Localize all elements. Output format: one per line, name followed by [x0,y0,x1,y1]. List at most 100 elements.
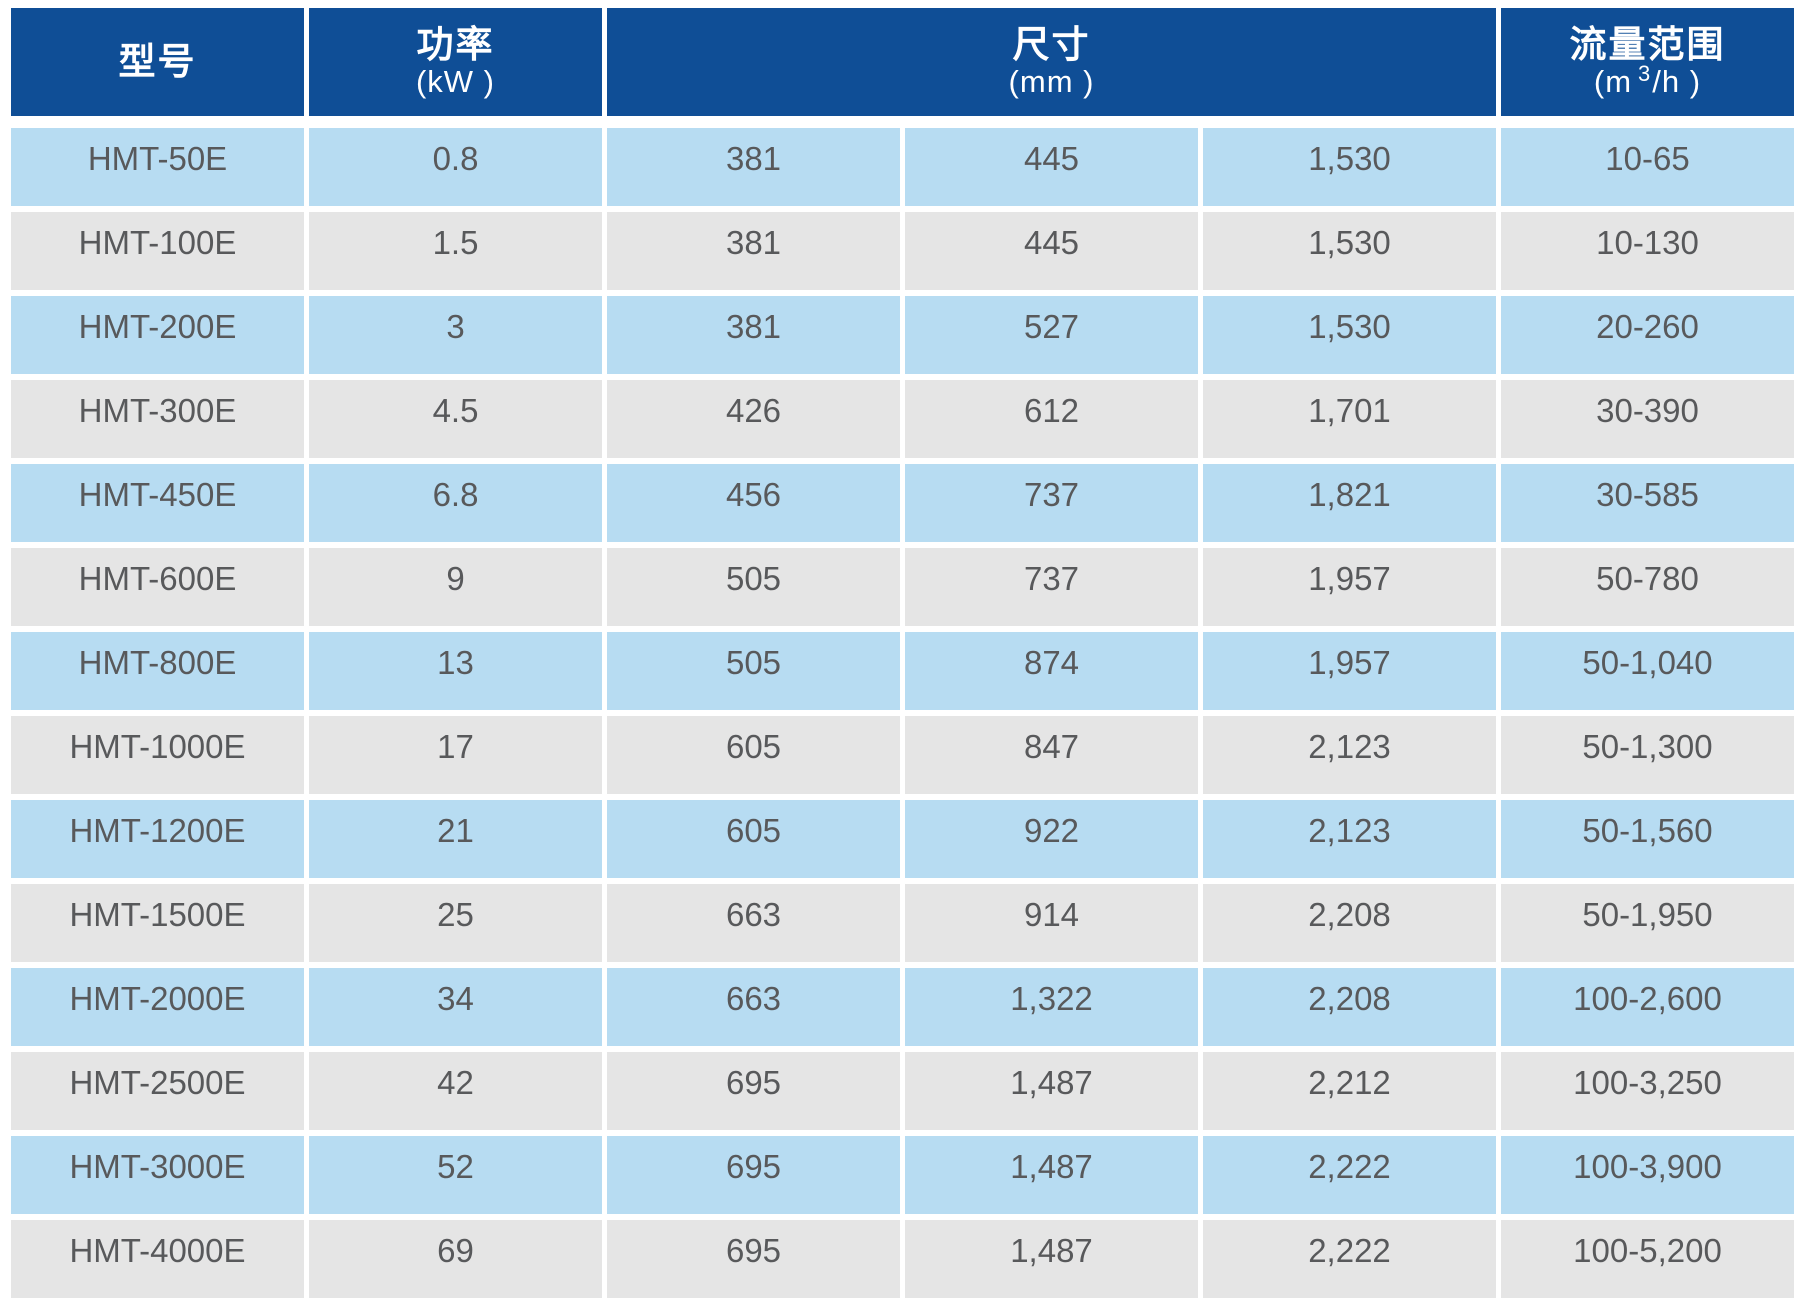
dim-depth-cell: 612 [905,380,1198,458]
dim-height-cell: 2,208 [1203,968,1496,1046]
power-cell: 4.5 [309,380,602,458]
flow-range-cell: 10-65 [1501,128,1794,206]
power-cell: 9 [309,548,602,626]
flow-range-cell: 30-585 [1501,464,1794,542]
flow-range-cell: 50-1,300 [1501,716,1794,794]
flow-range-cell: 50-1,040 [1501,632,1794,710]
header-model: 型号 [11,8,304,116]
dim-width-cell: 381 [607,296,900,374]
dim-width-cell: 695 [607,1220,900,1298]
power-cell: 17 [309,716,602,794]
dim-height-cell: 1,530 [1203,128,1496,206]
power-cell: 13 [309,632,602,710]
model-cell: HMT-100E [11,212,304,290]
dim-width-cell: 605 [607,716,900,794]
flow-range-cell: 30-390 [1501,380,1794,458]
dim-depth-cell: 874 [905,632,1198,710]
power-cell: 1.5 [309,212,602,290]
power-cell: 52 [309,1136,602,1214]
dim-width-cell: 695 [607,1052,900,1130]
dim-height-cell: 1,530 [1203,296,1496,374]
flow-range-cell: 100-2,600 [1501,968,1794,1046]
table-header: 型号 功率 (kW ) 尺寸 (mm ) 流量范围 (m 3/h ) [11,8,1794,116]
dim-depth-cell: 922 [905,800,1198,878]
model-cell: HMT-1200E [11,800,304,878]
power-cell: 3 [309,296,602,374]
dim-depth-cell: 1,487 [905,1220,1198,1298]
dim-height-cell: 1,701 [1203,380,1496,458]
dim-height-cell: 2,222 [1203,1220,1496,1298]
dim-depth-cell: 445 [905,212,1198,290]
dim-width-cell: 505 [607,548,900,626]
dim-height-cell: 2,212 [1203,1052,1496,1130]
dim-depth-cell: 1,487 [905,1136,1198,1214]
dim-depth-cell: 1,322 [905,968,1198,1046]
power-cell: 34 [309,968,602,1046]
model-cell: HMT-1500E [11,884,304,962]
flow-unit-suffix: /h ) [1652,64,1702,100]
dim-height-cell: 2,208 [1203,884,1496,962]
dim-depth-cell: 527 [905,296,1198,374]
header-flow-range-title: 流量范围 [1569,23,1726,65]
dim-depth-cell: 914 [905,884,1198,962]
flow-range-cell: 10-130 [1501,212,1794,290]
dim-width-cell: 381 [607,212,900,290]
dim-depth-cell: 737 [905,464,1198,542]
header-power: 功率 (kW ) [309,8,602,116]
dim-height-cell: 1,957 [1203,548,1496,626]
dim-width-cell: 695 [607,1136,900,1214]
dim-width-cell: 505 [607,632,900,710]
power-cell: 42 [309,1052,602,1130]
table-body: HMT-50E 0.8 381 445 1,530 10-65 HMT-100E 1.5 381… [11,128,1794,1298]
model-cell: HMT-4000E [11,1220,304,1298]
header-flow-range-unit: (m 3/h ) [1593,63,1702,100]
header-flow-range: 流量范围 (m 3/h ) [1501,8,1794,116]
model-cell: HMT-2000E [11,968,304,1046]
power-cell: 25 [309,884,602,962]
model-cell: HMT-2500E [11,1052,304,1130]
model-cell: HMT-800E [11,632,304,710]
dim-depth-cell: 445 [905,128,1198,206]
header-dimensions-title: 尺寸 [1012,23,1091,65]
dim-height-cell: 1,530 [1203,212,1496,290]
flow-unit-prefix: (m [1593,64,1633,100]
header-power-unit: (kW ) [415,64,496,100]
power-cell: 69 [309,1220,602,1298]
flow-range-cell: 20-260 [1501,296,1794,374]
dim-height-cell: 1,821 [1203,464,1496,542]
model-cell: HMT-1000E [11,716,304,794]
flow-range-cell: 100-3,250 [1501,1052,1794,1130]
dim-height-cell: 2,123 [1203,716,1496,794]
model-cell: HMT-600E [11,548,304,626]
dim-depth-cell: 1,487 [905,1052,1198,1130]
power-cell: 6.8 [309,464,602,542]
model-cell: HMT-3000E [11,1136,304,1214]
model-cell: HMT-50E [11,128,304,206]
dim-height-cell: 2,222 [1203,1136,1496,1214]
dim-depth-cell: 737 [905,548,1198,626]
header-dimensions: 尺寸 (mm ) [607,8,1496,116]
header-model-title: 型号 [118,41,197,83]
dim-width-cell: 663 [607,884,900,962]
dim-width-cell: 426 [607,380,900,458]
power-cell: 0.8 [309,128,602,206]
power-cell: 21 [309,800,602,878]
model-cell: HMT-300E [11,380,304,458]
model-cell: HMT-200E [11,296,304,374]
flow-range-cell: 100-3,900 [1501,1136,1794,1214]
flow-range-cell: 50-1,950 [1501,884,1794,962]
flow-range-cell: 50-1,560 [1501,800,1794,878]
dim-width-cell: 663 [607,968,900,1046]
flow-range-cell: 100-5,200 [1501,1220,1794,1298]
header-power-title: 功率 [416,23,495,65]
dim-height-cell: 1,957 [1203,632,1496,710]
dim-width-cell: 605 [607,800,900,878]
dim-width-cell: 381 [607,128,900,206]
dim-height-cell: 2,123 [1203,800,1496,878]
dim-width-cell: 456 [607,464,900,542]
model-cell: HMT-450E [11,464,304,542]
flow-range-cell: 50-780 [1501,548,1794,626]
header-dimensions-unit: (mm ) [1008,64,1095,100]
dim-depth-cell: 847 [905,716,1198,794]
flow-unit-superscript: 3 [1638,61,1652,87]
